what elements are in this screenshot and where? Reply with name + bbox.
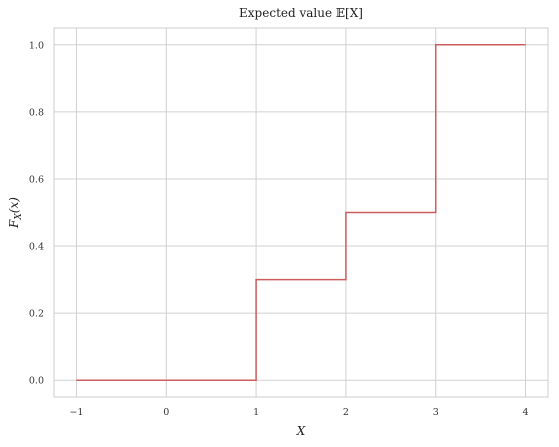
x-tick-label: 0 [163, 407, 169, 418]
x-tick-label: 4 [523, 407, 529, 418]
y-tick-label: 0.2 [29, 309, 44, 320]
x-tick-label: 3 [433, 407, 439, 418]
y-tick-label: 0.6 [29, 174, 44, 185]
x-tick-labels: −1 0 1 2 3 4 [69, 407, 528, 418]
y-tick-label: 0.4 [29, 242, 44, 253]
x-axis-label: X [296, 424, 306, 438]
chart-title: Expected value 𝔼[X] [239, 6, 363, 20]
y-tick-label: 0.0 [29, 376, 44, 387]
grid [54, 28, 548, 397]
y-axis-label: FX(x) [7, 197, 24, 229]
series-group [76, 44, 526, 381]
y-tick-label: 1.0 [29, 40, 44, 51]
plot-frame [53, 27, 549, 398]
x-tick-label: 1 [253, 407, 259, 418]
x-tick-label: 2 [343, 407, 349, 418]
x-tick-label: −1 [69, 407, 83, 418]
y-tick-label: 0.8 [29, 107, 44, 118]
step-series-line [76, 44, 526, 381]
y-tick-labels: 0.0 0.2 0.4 0.6 0.8 1.0 [29, 40, 44, 386]
